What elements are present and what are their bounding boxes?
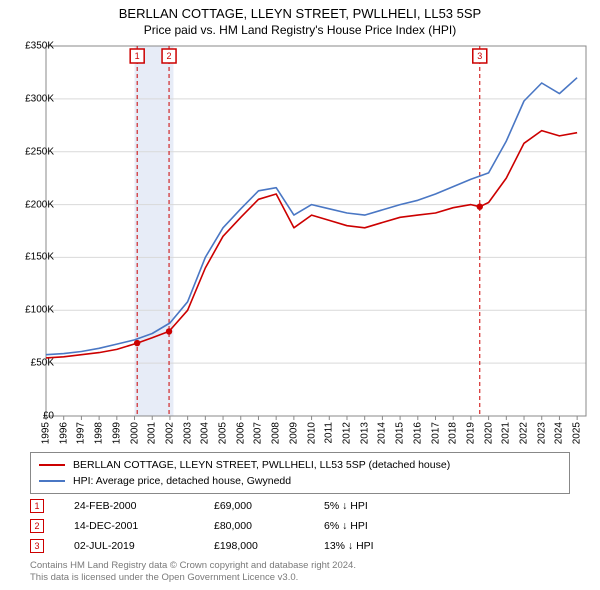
legend-label-property: BERLLAN COTTAGE, LLEYN STREET, PWLLHELI,…: [73, 457, 450, 473]
x-tick-label: 2018: [448, 422, 459, 444]
x-tick-label: 2017: [430, 422, 441, 444]
marker-price-1: £69,000: [214, 500, 324, 512]
marker-date-3: 02-JUL-2019: [74, 540, 214, 552]
marker-date-2: 14-DEC-2001: [74, 520, 214, 532]
y-tick-label: £50K: [8, 358, 54, 369]
x-tick-label: 1996: [58, 422, 69, 444]
marker-row-3: 3 02-JUL-2019 £198,000 13% ↓ HPI: [30, 536, 570, 556]
marker-pct-3: 13% ↓ HPI: [324, 540, 444, 552]
attribution-line-1: Contains HM Land Registry data © Crown c…: [30, 560, 356, 572]
x-tick-label: 2022: [519, 422, 530, 444]
x-tick-label: 2010: [306, 422, 317, 444]
x-tick-label: 2025: [572, 422, 583, 444]
x-tick-label: 2024: [554, 422, 565, 444]
x-tick-label: 1995: [41, 422, 52, 444]
marker-row-2: 2 14-DEC-2001 £80,000 6% ↓ HPI: [30, 516, 570, 536]
x-tick-label: 2016: [412, 422, 423, 444]
x-tick-label: 2002: [164, 422, 175, 444]
y-tick-label: £150K: [8, 252, 54, 263]
legend: BERLLAN COTTAGE, LLEYN STREET, PWLLHELI,…: [30, 452, 570, 494]
x-tick-label: 2013: [359, 422, 370, 444]
y-tick-label: £300K: [8, 93, 54, 104]
marker-table: 1 24-FEB-2000 £69,000 5% ↓ HPI 2 14-DEC-…: [30, 496, 570, 556]
marker-pct-1: 5% ↓ HPI: [324, 500, 444, 512]
y-tick-label: £0: [8, 411, 54, 422]
legend-swatch-property: [39, 464, 65, 466]
marker-badge-1: 1: [30, 499, 44, 513]
x-tick-label: 2008: [271, 422, 282, 444]
chart-container: BERLLAN COTTAGE, LLEYN STREET, PWLLHELI,…: [0, 0, 600, 590]
y-tick-label: £350K: [8, 41, 54, 52]
x-tick-label: 2015: [395, 422, 406, 444]
x-tick-label: 2006: [235, 422, 246, 444]
x-tick-label: 2019: [465, 422, 476, 444]
svg-text:2: 2: [167, 51, 172, 61]
x-tick-label: 2001: [147, 422, 158, 444]
x-tick-label: 2023: [536, 422, 547, 444]
y-tick-label: £100K: [8, 305, 54, 316]
marker-badge-2: 2: [30, 519, 44, 533]
x-tick-label: 2003: [182, 422, 193, 444]
marker-pct-2: 6% ↓ HPI: [324, 520, 444, 532]
marker-price-3: £198,000: [214, 540, 324, 552]
title-block: BERLLAN COTTAGE, LLEYN STREET, PWLLHELI,…: [0, 0, 600, 37]
marker-date-1: 24-FEB-2000: [74, 500, 214, 512]
marker-row-1: 1 24-FEB-2000 £69,000 5% ↓ HPI: [30, 496, 570, 516]
title-line-1: BERLLAN COTTAGE, LLEYN STREET, PWLLHELI,…: [0, 6, 600, 21]
x-tick-label: 2011: [324, 422, 335, 444]
chart-plot-area: 1 2 3: [46, 46, 586, 416]
x-tick-label: 1998: [94, 422, 105, 444]
x-tick-label: 2000: [129, 422, 140, 444]
x-tick-label: 2020: [483, 422, 494, 444]
x-tick-label: 2012: [341, 422, 352, 444]
legend-swatch-hpi: [39, 480, 65, 482]
x-tick-label: 2009: [288, 422, 299, 444]
legend-item-property: BERLLAN COTTAGE, LLEYN STREET, PWLLHELI,…: [39, 457, 561, 473]
x-tick-label: 2007: [253, 422, 264, 444]
svg-text:1: 1: [135, 51, 140, 61]
x-tick-label: 1999: [111, 422, 122, 444]
x-tick-label: 2014: [377, 422, 388, 444]
marker-badge-3: 3: [30, 539, 44, 553]
y-tick-label: £200K: [8, 199, 54, 210]
legend-label-hpi: HPI: Average price, detached house, Gwyn…: [73, 473, 291, 489]
x-tick-label: 2005: [218, 422, 229, 444]
title-line-2: Price paid vs. HM Land Registry's House …: [0, 23, 600, 37]
legend-item-hpi: HPI: Average price, detached house, Gwyn…: [39, 473, 561, 489]
x-tick-label: 2004: [200, 422, 211, 444]
chart-svg: 1 2 3: [46, 46, 586, 416]
y-tick-label: £250K: [8, 146, 54, 157]
x-tick-label: 2021: [501, 422, 512, 444]
marker-price-2: £80,000: [214, 520, 324, 532]
x-tick-label: 1997: [76, 422, 87, 444]
attribution-line-2: This data is licensed under the Open Gov…: [30, 572, 356, 584]
svg-text:3: 3: [477, 51, 482, 61]
attribution: Contains HM Land Registry data © Crown c…: [30, 560, 356, 584]
